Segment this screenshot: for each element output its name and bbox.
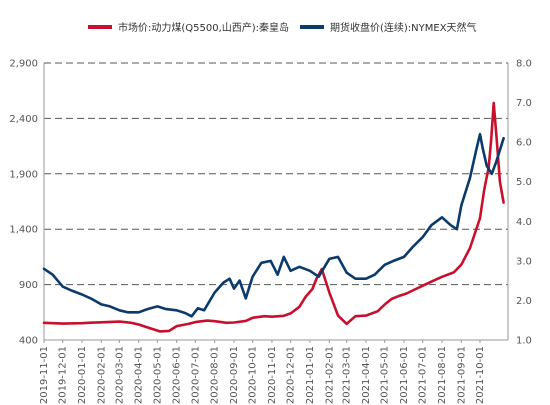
axes [43,63,509,341]
legend-label: 期货收盘价(连续):NYMEX天然气 [330,21,477,34]
left-axis-tick-label: 900 [19,280,38,291]
x-axis-tick-label: 2020-08-01 [210,346,221,404]
legend: 市场价:动力煤(Q5500,山西产):秦皇岛 期货收盘价(连续):NYMEX天然气 [88,21,477,34]
x-axis-tick-label: 2021-05-01 [380,346,391,404]
x-axis-tick-label: 2021-04-01 [361,346,372,404]
x-axis-tick-label: 2020-03-01 [114,346,125,404]
x-axis-tick-label: 2020-12-01 [286,346,297,404]
x-axis-tick-label: 2020-06-01 [172,346,183,404]
right-axis-tick-label: 6.0 [516,138,532,149]
right-axis-tick-label: 8.0 [516,59,532,70]
x-axis-tick-label: 2021-03-01 [342,346,353,404]
x-axis-tick-label: 2021-01-01 [305,346,316,404]
series-layer [42,101,505,333]
left-axis-tick-label: 2,400 [9,114,38,125]
x-axis-tick-label: 2020-09-01 [229,346,240,404]
x-axis-tick-label: 2020-07-01 [190,346,201,404]
x-axis-tick-label: 2021-08-01 [437,346,448,404]
x-axis-tick-label: 2020-04-01 [134,346,145,404]
right-axis-tick-label: 1.0 [516,336,532,347]
legend-label: 市场价:动力煤(Q5500,山西产):秦皇岛 [118,21,289,34]
x-axis-tick-label: 2019-12-01 [58,346,69,404]
x-axis-tick-label: 2019-11-01 [39,346,50,404]
x-axis-ticks: 2019-11-01 2019-12-01 2020-01-01 2020-02-01… [39,340,486,404]
x-axis-tick-label: 2020-05-01 [152,346,163,404]
x-axis-tick-label: 2021-06-01 [399,346,410,404]
right-axis-tick-label: 7.0 [516,98,532,109]
right-axis-ticks: 1.0 2.0 3.0 4.0 5.0 6.0 7.0 8.0 [516,59,532,347]
left-axis-tick-label: 2,900 [9,59,38,70]
x-axis-tick-label: 2021-10-01 [475,346,486,404]
x-axis-tick-label: 2020-01-01 [77,346,88,404]
right-axis-tick-label: 5.0 [516,177,532,188]
left-axis-tick-label: 1,400 [9,225,38,236]
x-axis-tick-label: 2021-02-01 [324,346,335,404]
left-axis-ticks: 400 900 1,400 1,900 2,400 2,900 [9,59,38,347]
left-axis-tick-label: 400 [19,336,38,347]
gridlines [44,62,508,286]
series-line-coal [42,101,505,333]
right-axis-tick-label: 4.0 [516,217,532,228]
x-axis-tick-label: 2020-10-01 [248,346,259,404]
x-axis-tick-label: 2021-09-01 [456,346,467,404]
x-axis-tick-label: 2021-07-01 [418,346,429,404]
x-axis-tick-label: 2020-02-01 [96,346,107,404]
left-axis-tick-label: 1,900 [9,169,38,180]
x-axis-tick-label: 2020-11-01 [267,346,278,404]
series-line-gas [42,132,505,318]
right-axis-tick-label: 3.0 [516,256,532,267]
right-axis-tick-label: 2.0 [516,296,532,307]
